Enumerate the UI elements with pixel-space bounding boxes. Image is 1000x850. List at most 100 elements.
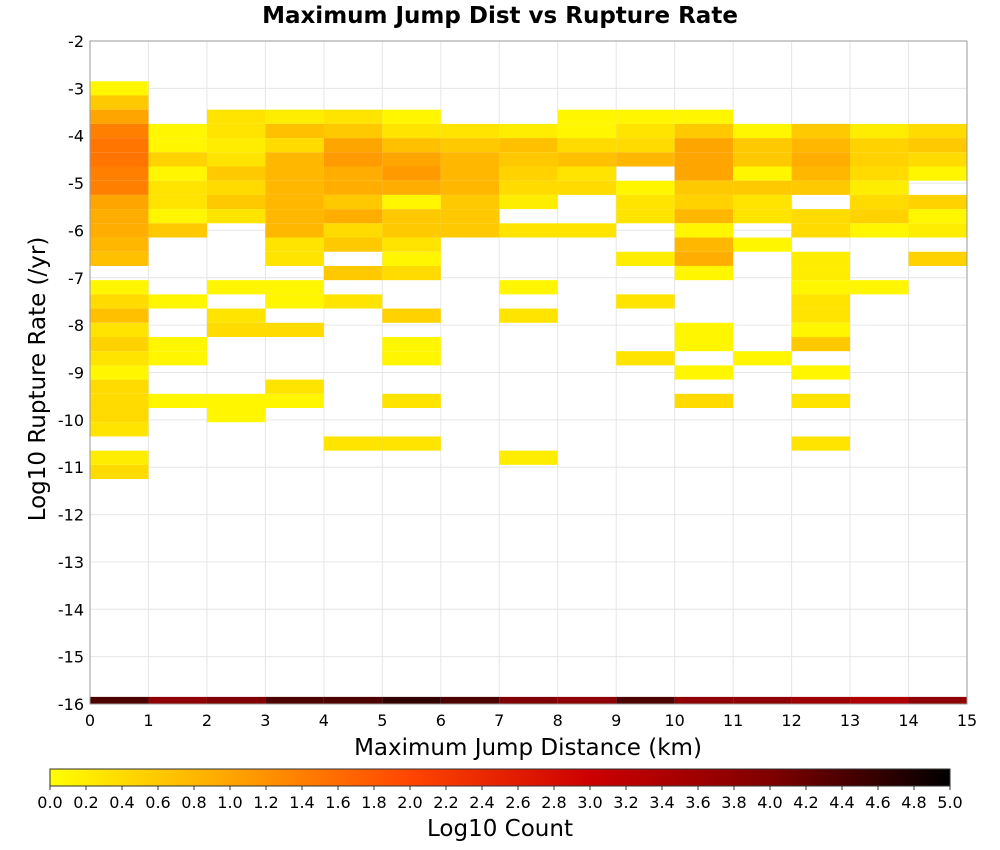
heatmap-cell-bottom: [440, 696, 500, 704]
heatmap-cell-bottom: [850, 696, 909, 704]
heatmap-cell: [674, 393, 734, 409]
colorbar-tick-label: 1.2: [253, 793, 278, 812]
heatmap-cell: [557, 152, 617, 167]
heatmap-cell: [265, 166, 324, 181]
heatmap-cell: [616, 152, 675, 167]
heatmap-cell: [90, 294, 149, 309]
heatmap-cell: [148, 209, 207, 224]
heatmap-cell: [90, 336, 149, 352]
heatmap-cell: [206, 280, 266, 295]
heatmap-cell: [382, 251, 441, 266]
heatmap-cell: [323, 294, 383, 309]
heatmap-cell: [382, 308, 441, 323]
heatmap-cell-bottom: [148, 696, 207, 704]
heatmap-cell: [148, 194, 207, 210]
heatmap-cell: [206, 408, 266, 423]
heatmap-cell: [616, 294, 675, 309]
y-tick-label: -14: [58, 600, 84, 619]
heatmap-cell: [206, 209, 266, 224]
heatmap-cell: [265, 180, 324, 195]
y-tick-label: -3: [68, 79, 84, 98]
heatmap-cell: [440, 152, 500, 167]
heatmap-cell: [616, 209, 675, 224]
y-tick-label: -5: [68, 174, 84, 193]
heatmap-cell: [791, 209, 851, 224]
colorbar-ticks: 0.0 0.2 0.4 0.6 0.8 1.0 1.2 1.4 1.6 1.8 2.0 2.2 2.4 2…: [37, 786, 963, 812]
heatmap-cell: [791, 308, 851, 323]
heatmap-cell: [90, 251, 149, 266]
heatmap-cell: [382, 109, 441, 124]
x-tick-label: 15: [957, 711, 977, 730]
y-tick-label: -15: [58, 648, 84, 667]
heatmap-cell: [206, 152, 266, 167]
heatmap-cell: [323, 109, 383, 124]
heatmap-cell: [90, 138, 149, 153]
heatmap-cell: [499, 166, 558, 181]
heatmap-cell: [674, 223, 734, 238]
heatmap-cell: [90, 464, 149, 480]
heatmap-cell: [908, 194, 967, 210]
x-tick-label: 10: [664, 711, 684, 730]
heatmap-cell: [440, 209, 500, 224]
heatmap-cell: [148, 351, 207, 366]
heatmap-cell-bottom: [382, 696, 441, 704]
colorbar-tick-label: 3.0: [577, 793, 602, 812]
colorbar-tick-label: 4.2: [793, 793, 818, 812]
heatmap-cell: [323, 138, 383, 153]
heatmap-cell: [265, 251, 324, 266]
heatmap-cell-bottom: [499, 696, 558, 704]
heatmap-cell: [148, 223, 207, 238]
heatmap-cell: [323, 166, 383, 181]
heatmap-cell: [616, 180, 675, 195]
heatmap-cell: [148, 393, 207, 409]
chart-title: Maximum Jump Dist vs Rupture Rate: [262, 3, 738, 29]
colorbar-tick-label: 3.2: [613, 793, 638, 812]
heatmap-cell: [90, 308, 149, 323]
colorbar-tick-label: 4.6: [865, 793, 890, 812]
heatmap-cell: [440, 194, 500, 210]
heatmap-cell: [791, 265, 851, 281]
x-tick-label: 6: [436, 711, 446, 730]
heatmap-cell: [206, 123, 266, 139]
colorbar-tick-label: 2.8: [541, 793, 566, 812]
heatmap-cell: [148, 294, 207, 309]
colorbar-tick-label: 2.2: [433, 793, 458, 812]
heatmap-cell: [382, 223, 441, 238]
heatmap-cell: [323, 123, 383, 139]
x-tick-label: 9: [611, 711, 621, 730]
heatmap-cell: [850, 152, 909, 167]
heatmap-cell: [382, 180, 441, 195]
x-tick-label: 8: [553, 711, 563, 730]
heatmap-cell: [791, 138, 851, 153]
heatmap-cell: [557, 123, 617, 139]
heatmap-cell: [733, 138, 792, 153]
heatmap-cell: [791, 251, 851, 266]
heatmap-cell: [616, 351, 675, 366]
y-axis-label: Log10 Rupture Rate (/yr): [25, 237, 51, 522]
colorbar-tick-label: 0.2: [73, 793, 98, 812]
heatmap-cell: [499, 138, 558, 153]
heatmap-cell: [674, 138, 734, 153]
heatmap-cell: [90, 81, 149, 96]
colorbar-tick-label: 3.4: [649, 793, 674, 812]
heatmap-cell: [499, 123, 558, 139]
heatmap-cell: [557, 109, 617, 124]
heatmap-cell: [206, 138, 266, 153]
heatmap-cell: [440, 223, 500, 238]
heatmap-cell: [499, 280, 558, 295]
heatmap-cell: [90, 95, 149, 110]
x-tick-label: 5: [377, 711, 387, 730]
heatmap-cell-bottom: [791, 696, 851, 704]
heatmap-cell: [499, 450, 558, 465]
heatmap-cell: [90, 194, 149, 210]
heatmap-cell: [90, 351, 149, 366]
heatmap-cell: [674, 336, 734, 352]
heatmap-cell: [90, 152, 149, 167]
heatmap-cell: [148, 180, 207, 195]
y-tick-label: -7: [68, 269, 84, 288]
heatmap-cell: [499, 152, 558, 167]
heatmap-cell: [323, 237, 383, 252]
x-tick-label: 14: [898, 711, 918, 730]
heatmap-cell: [850, 138, 909, 153]
heatmap-cell: [90, 180, 149, 195]
